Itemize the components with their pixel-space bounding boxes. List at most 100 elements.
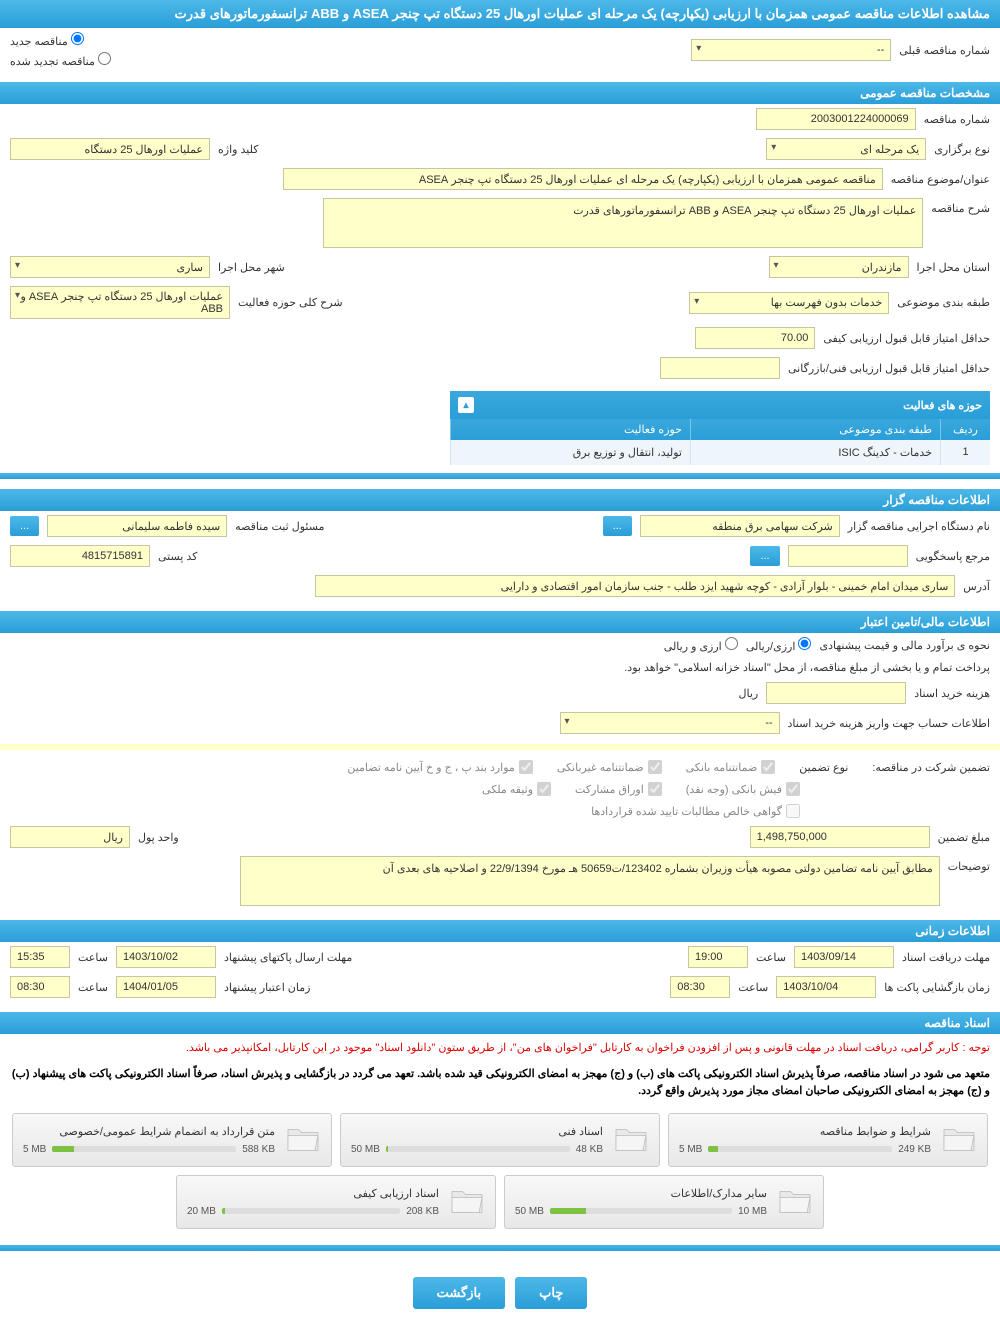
cell-radif: 1 (940, 440, 990, 465)
file-progress-bar (708, 1146, 892, 1152)
min-quality-score-field[interactable]: 70.00 (695, 327, 815, 349)
cb5-label: اوراق مشارکت (575, 783, 644, 796)
responder-field[interactable] (788, 545, 908, 567)
file-title: اسناد ارزیابی کیفی (187, 1187, 439, 1200)
file-card[interactable]: اسناد فنی 50 MB 48 KB (340, 1113, 660, 1167)
org-name-field: شرکت سهامی برق منطقه (640, 515, 840, 537)
file-total: 50 MB (515, 1206, 544, 1217)
doc-cost-field[interactable] (766, 682, 906, 704)
account-info-select[interactable]: -- (560, 712, 780, 734)
file-title: شرایط و ضوابط مناقصه (679, 1125, 931, 1138)
docs-note-red: توجه : کاربر گرامی، دریافت اسناد در مهلت… (0, 1034, 1000, 1064)
postal-label: کد پستی (158, 550, 197, 563)
section-finance-header: اطلاعات مالی/تامین اعتبار (0, 611, 1000, 633)
holding-type-label: نوع برگزاری (934, 143, 990, 156)
file-used: 10 MB (738, 1206, 767, 1217)
file-card[interactable]: متن قرارداد به انضمام شرایط عمومی/خصوصی … (12, 1113, 332, 1167)
keyword-field[interactable]: عملیات اورهال 25 دستگاه (10, 138, 210, 160)
account-info-label: اطلاعات حساب جهت واریز هزینه خرید اسناد (788, 717, 990, 730)
folder-icon (613, 1122, 649, 1158)
desc-label: شرح مناقصه (931, 198, 990, 215)
file-card[interactable]: شرایط و ضوابط مناقصه 5 MB 249 KB (668, 1113, 988, 1167)
radio-new-tender[interactable]: مناقصه جدید (10, 32, 84, 48)
print-button[interactable]: چاپ (515, 1277, 587, 1309)
keyword-label: کلید واژه (218, 143, 258, 156)
holding-type-select[interactable]: یک مرحله ای (766, 138, 926, 160)
radio-currency-1[interactable]: ارزی/ریالی (746, 637, 812, 653)
cb3-label: موارد بند پ ، ج و خ آیین نامه تضامین (347, 761, 514, 774)
finance-note: پرداخت تمام و یا بخشی از مبلغ مناقصه، از… (624, 661, 990, 674)
docs-note-black: متعهد می شود در اسناد مناقصه، صرفاً پذیر… (0, 1064, 1000, 1103)
org-more-button[interactable]: ... (603, 516, 632, 536)
desc-textarea[interactable]: عملیات اورهال 25 دستگاه تپ چنجر ASEA و A… (323, 198, 923, 248)
cb-nonbank-guarantee[interactable]: ضمانتنامه غیربانکی (557, 760, 662, 774)
activity-scope-label: شرح کلی حوزه فعالیت (238, 296, 343, 309)
file-progress-bar (222, 1208, 400, 1214)
money-unit-label: واحد پول (138, 831, 179, 844)
validity-time-label: ساعت (78, 981, 108, 994)
guarantee-extra-textarea[interactable]: مطابق آیین نامه تضامین دولتی مصوبه هیأت … (240, 856, 940, 906)
cb-property[interactable]: وثیقه ملکی (482, 782, 551, 796)
expand-icon[interactable]: ▴ (458, 397, 474, 413)
radio-currency-2[interactable]: ارزی و ریالی (664, 637, 738, 653)
cb1-label: ضمانتنامه بانکی (686, 761, 758, 774)
subject-field[interactable]: مناقصه عمومی همزمان با ارزیابی (یکپارچه)… (283, 168, 883, 190)
cb6-label: وثیقه ملکی (482, 783, 533, 796)
file-card[interactable]: اسناد ارزیابی کیفی 20 MB 208 KB (176, 1175, 496, 1229)
tender-mode-row: شماره مناقصه قبلی -- مناقصه جدید مناقصه … (0, 28, 1000, 72)
receive-date-field: 1403/09/14 (794, 946, 894, 968)
section-time-header: اطلاعات زمانی (0, 920, 1000, 942)
files-grid: شرایط و ضوابط مناقصه 5 MB 249 KB اسناد ف… (0, 1103, 1000, 1239)
guarantee-amount-label: مبلغ تضمین (938, 831, 990, 844)
file-title: متن قرارداد به انضمام شرایط عمومی/خصوصی (23, 1125, 275, 1138)
province-label: استان محل اجرا (917, 261, 990, 274)
guarantee-extra-label: توضیحات (948, 856, 990, 873)
folder-icon (941, 1122, 977, 1158)
radio-renewed-tender[interactable]: مناقصه تجدید شده (10, 52, 111, 68)
file-title: اسناد فنی (351, 1125, 603, 1138)
cb7-label: گواهی خالص مطالبات تایید شده قراردادها (591, 805, 782, 818)
submit-label: مهلت ارسال پاکتهای پیشنهاد (224, 951, 352, 964)
open-time-label: ساعت (738, 981, 768, 994)
section-org-header: اطلاعات مناقصه گزار (0, 489, 1000, 511)
money-unit-field: ریال (10, 826, 130, 848)
col-category: طبقه بندی موضوعی (690, 419, 940, 440)
registrar-more-button[interactable]: ... (10, 516, 39, 536)
city-select[interactable]: ساری (10, 256, 210, 278)
file-title: سایر مدارک/اطلاعات (515, 1187, 767, 1200)
folder-icon (777, 1184, 813, 1220)
cb-receivables[interactable]: گواهی خالص مطالبات تایید شده قراردادها (591, 804, 800, 818)
address-label: آدرس (963, 580, 990, 593)
cb-bonds[interactable]: اوراق مشارکت (575, 782, 662, 796)
back-button[interactable]: بازگشت (413, 1277, 505, 1309)
province-select[interactable]: مازندران (769, 256, 909, 278)
open-label: زمان بازگشایی پاکت ها (884, 981, 990, 994)
file-total: 50 MB (351, 1144, 380, 1155)
cb2-label: ضمانتنامه غیربانکی (557, 761, 644, 774)
cb4-label: فیش بانکی (وجه نقد) (686, 783, 782, 796)
cb-bank-receipt[interactable]: فیش بانکی (وجه نقد) (686, 782, 800, 796)
submit-time-field: 15:35 (10, 946, 70, 968)
guarantee-participate-label: تضمین شرکت در مناقصه: (872, 761, 990, 774)
activity-scope-select[interactable]: عملیات اورهال 25 دستگاه تپ چنجر ASEA و A… (10, 286, 230, 319)
file-card[interactable]: سایر مدارک/اطلاعات 50 MB 10 MB (504, 1175, 824, 1229)
doc-cost-label: هزینه خرید اسناد (914, 687, 990, 700)
file-used: 588 KB (242, 1144, 275, 1155)
validity-time-field: 08:30 (10, 976, 70, 998)
radio-currency-1-label: ارزی/ریالی (746, 641, 796, 653)
file-total: 5 MB (679, 1144, 702, 1155)
folder-icon (449, 1184, 485, 1220)
file-progress-bar (550, 1208, 732, 1214)
validity-label: زمان اعتبار پیشنهاد (224, 981, 311, 994)
prev-tender-select[interactable]: -- (691, 39, 891, 61)
cb-bank-guarantee[interactable]: ضمانتنامه بانکی (686, 760, 776, 774)
cb-regulations[interactable]: موارد بند پ ، ج و خ آیین نامه تضامین (347, 760, 532, 774)
tender-no-label: شماره مناقصه (924, 113, 990, 126)
activity-table-title: حوزه های فعالیت (903, 399, 982, 412)
responder-more-button[interactable]: ... (750, 546, 779, 566)
file-progress-bar (52, 1146, 236, 1152)
org-name-label: نام دستگاه اجرایی مناقصه گزار (848, 520, 990, 533)
category-select[interactable]: خدمات بدون فهرست بها (689, 292, 889, 314)
col-radif: ردیف (940, 419, 990, 440)
min-tech-score-field[interactable] (660, 357, 780, 379)
